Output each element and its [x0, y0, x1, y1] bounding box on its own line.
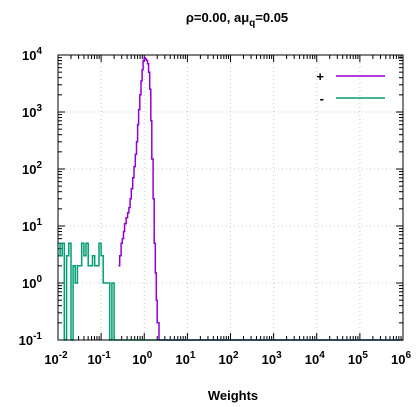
legend-label: + — [316, 69, 324, 84]
series-line-plus — [118, 56, 403, 341]
chart-title-tail: =0.05 — [255, 10, 288, 25]
y-tick-label: 102 — [22, 160, 42, 177]
x-tick-label: 102 — [218, 350, 238, 367]
x-axis-label: Weights — [208, 388, 258, 403]
y-tick-label: 101 — [22, 217, 42, 234]
y-tick-label: 104 — [22, 46, 42, 63]
x-tick-label: 10-1 — [87, 350, 111, 367]
chart-title-subscript: q — [249, 18, 255, 29]
chart-title: ρ=0.00, aμq=0.05 — [186, 10, 288, 29]
y-tick-label: 100 — [22, 274, 42, 291]
y-tick-label: 10-1 — [19, 331, 43, 348]
y-tick-label: 103 — [22, 103, 42, 120]
x-tick-label: 105 — [348, 350, 368, 367]
x-tick-label: 100 — [132, 350, 152, 367]
legend: +- — [316, 69, 385, 106]
x-tick-label: 106 — [391, 350, 411, 367]
y-tick-labels: 10-1 100 101 102 103 104 — [19, 46, 43, 348]
x-tick-label: 103 — [262, 350, 282, 367]
x-tick-label: 104 — [305, 350, 325, 367]
series-line-minus — [58, 242, 403, 341]
legend-label: - — [320, 91, 324, 106]
x-tick-label: 10-2 — [44, 350, 68, 367]
x-tick-labels: 10-2 10-1 100 101 102 103 104 105 106 — [44, 350, 411, 367]
x-tick-label: 101 — [175, 350, 195, 367]
plot-frame — [57, 54, 404, 341]
series-group — [58, 56, 403, 341]
chart-title-main: ρ=0.00, aμ — [186, 10, 249, 25]
